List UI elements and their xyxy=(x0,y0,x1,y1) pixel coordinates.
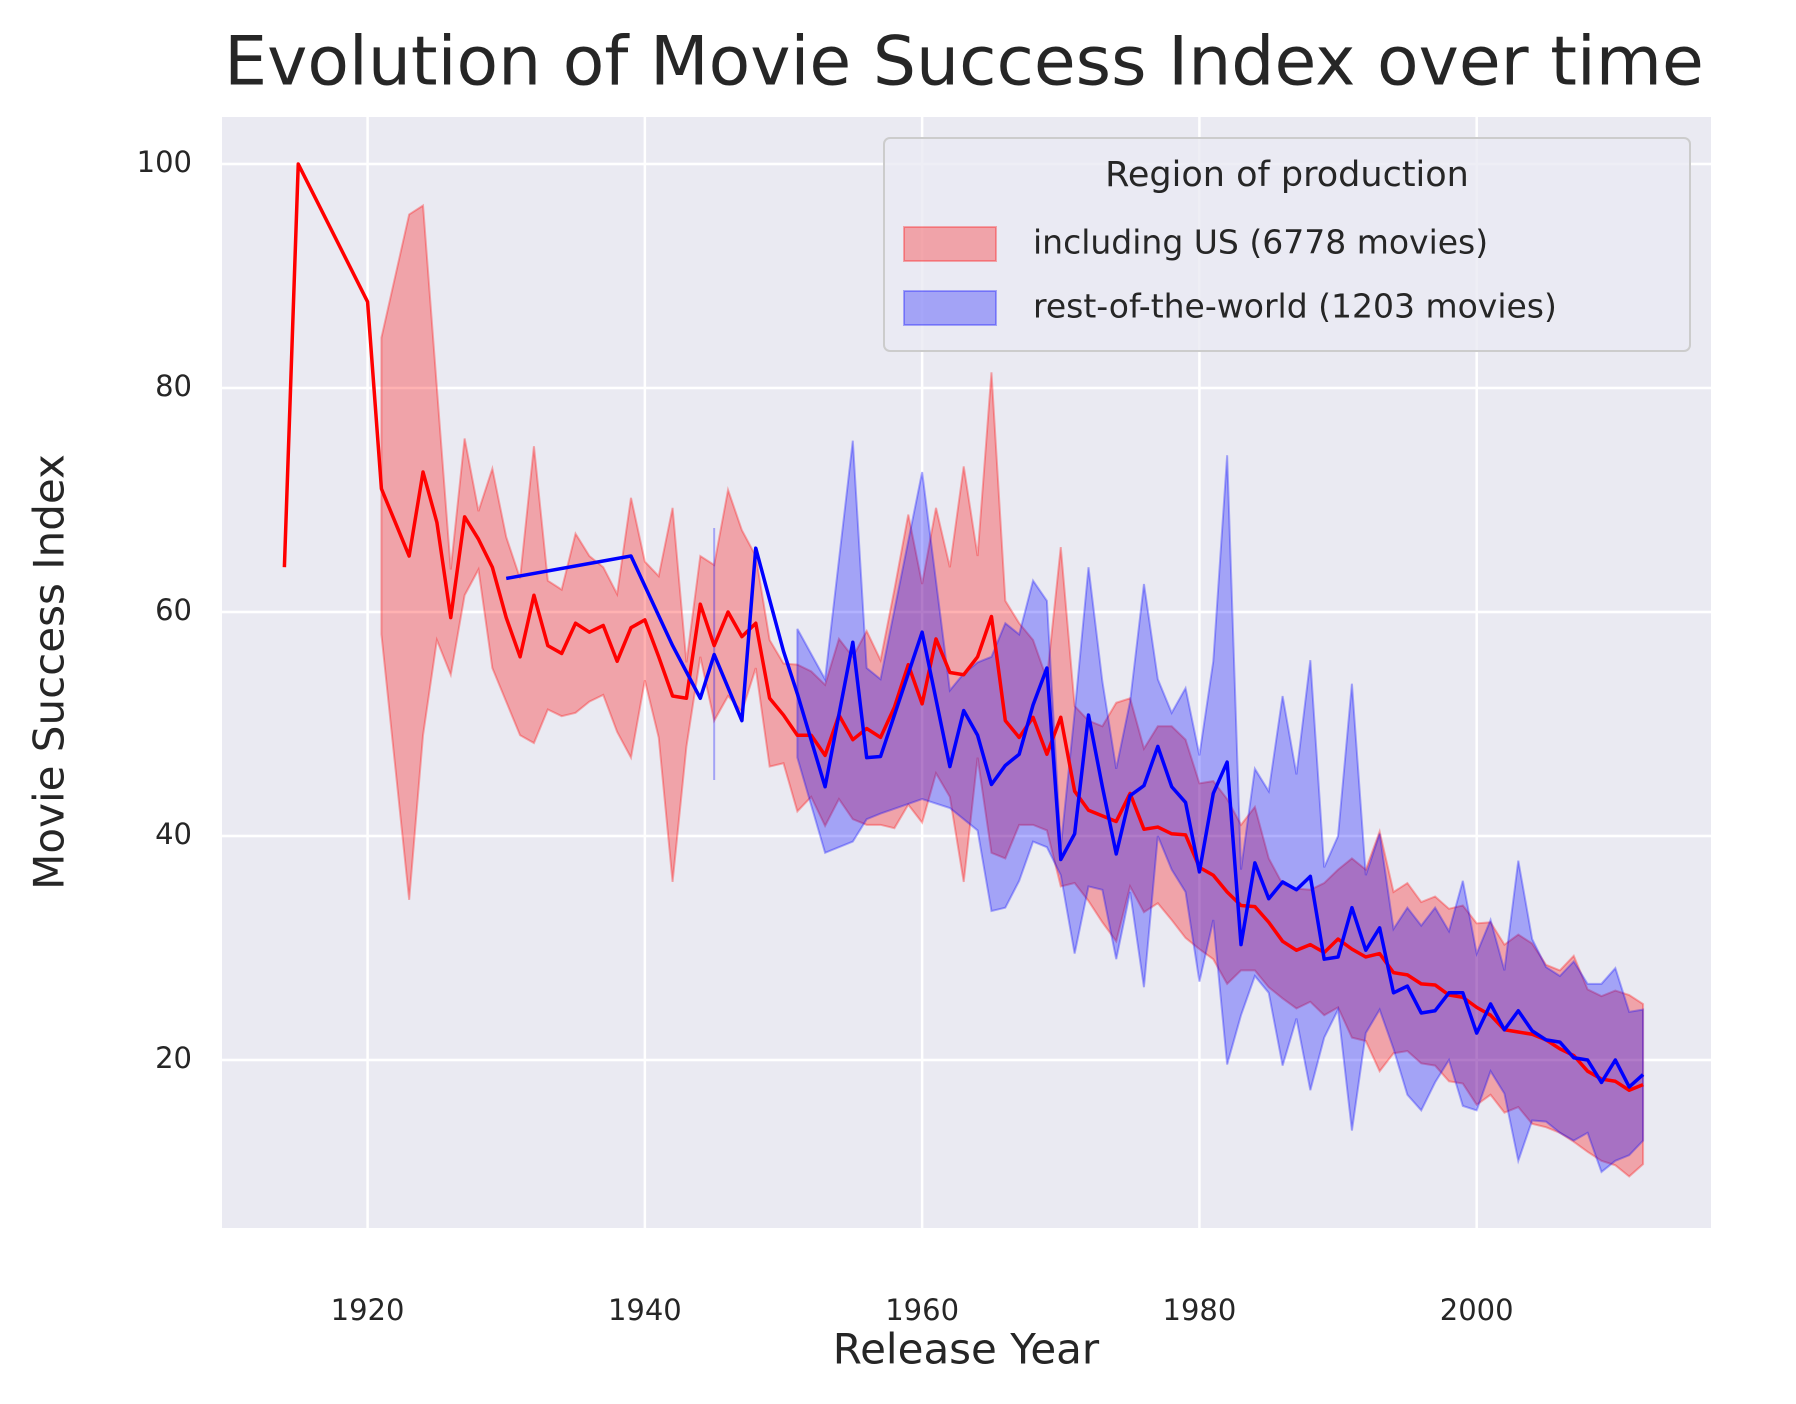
legend-label: rest-of-the-world (1203 movies) xyxy=(1033,287,1557,326)
x-tick-label: 1920 xyxy=(331,1293,405,1327)
x-tick-label: 2000 xyxy=(1440,1293,1514,1327)
y-tick-label: 20 xyxy=(155,1041,192,1075)
y-axis-label: Movie Success Index xyxy=(25,454,74,890)
legend-title: Region of production xyxy=(1105,155,1469,195)
series-line xyxy=(282,162,1644,1092)
marks xyxy=(282,162,1645,1178)
legend-label: including US (6778 movies) xyxy=(1033,223,1488,262)
x-tick-label: 1940 xyxy=(608,1293,682,1327)
x-tick-label: 1960 xyxy=(885,1293,959,1327)
y-tick-label: 100 xyxy=(137,145,192,179)
x-tick-label: 1980 xyxy=(1163,1293,1237,1327)
x-axis-label: Release Year xyxy=(833,1325,1100,1374)
legend: Region of production including US (6778 m… xyxy=(883,137,1691,352)
y-tick-label: 80 xyxy=(155,369,192,403)
chart-title: Evolution of Movie Success Index over ti… xyxy=(224,23,1704,102)
y-tick-label: 40 xyxy=(155,817,192,851)
legend-swatch xyxy=(903,226,997,262)
legend-box xyxy=(883,137,1691,352)
y-tick-label: 60 xyxy=(155,593,192,627)
confidence-band xyxy=(380,203,1645,1178)
series-line xyxy=(505,546,1645,1089)
legend-swatch xyxy=(903,290,997,326)
